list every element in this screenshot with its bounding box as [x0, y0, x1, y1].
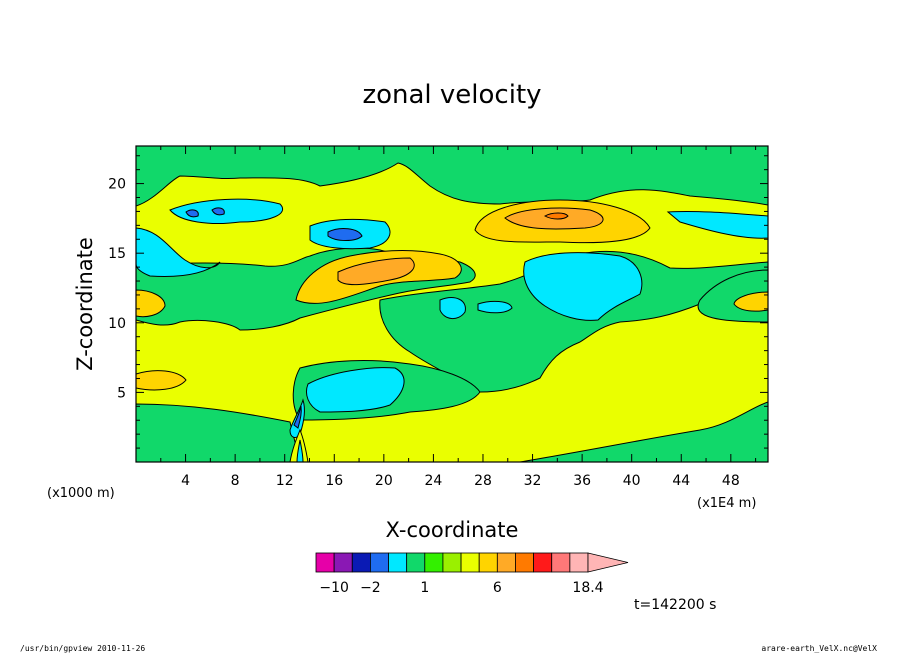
y-tick-label: 15 [108, 246, 126, 262]
colorbar-segment [442, 552, 462, 573]
x-tick-label: 8 [231, 473, 240, 489]
colorbar-segment [333, 552, 353, 573]
x-unit-label: (x1E4 m) [697, 496, 756, 511]
contour-band-red-core [543, 212, 569, 220]
contour-band-orange-lower-left [136, 370, 187, 391]
contour-band-cyan-upper-left [169, 198, 283, 224]
contour-band-cyan-left [136, 227, 221, 277]
colorbar-segment [351, 552, 371, 573]
contour-band-orange-edge [733, 291, 768, 312]
surface-cyan-column [296, 439, 304, 462]
colorbar-tick-label: 1 [420, 580, 429, 596]
colorbar-segment [515, 552, 535, 573]
colorbar-tick-label: 6 [493, 580, 502, 596]
x-tick-label: 40 [623, 473, 641, 489]
contour-band-green-top [136, 146, 768, 207]
contour-band-orange-left [136, 289, 166, 318]
y-ticks: 5 10 15 20 [108, 155, 768, 449]
x-tick-label: 32 [524, 473, 542, 489]
contour-band-cyan-tiny [477, 300, 513, 314]
contour-band-cyan-lower [306, 367, 405, 413]
x-axis-label: X-coordinate [386, 518, 519, 542]
contour-band-cyan-large [523, 252, 643, 321]
x-tick-label: 48 [722, 473, 740, 489]
time-annotation: t=142200 s [634, 597, 716, 613]
plot-area [136, 146, 768, 462]
x-tick-label: 28 [474, 473, 492, 489]
y-unit-label: (x1000 m) [47, 486, 115, 501]
contour-band-green-bottom-right [519, 401, 768, 462]
colorbar-segment [424, 552, 444, 573]
x-ticks: 4 8 12 16 20 24 28 32 36 40 44 48 [160, 146, 757, 489]
footer-right: arare-earth_VelX.nc@VelX [761, 644, 877, 653]
colorbar: −10 −2 1 6 18.4 [315, 552, 629, 596]
x-tick-label: 4 [181, 473, 190, 489]
contour-band-blue-core [327, 228, 363, 241]
x-tick-label: 44 [672, 473, 690, 489]
colorbar-tick-label: 18.4 [572, 580, 603, 596]
x-tick-label: 24 [424, 473, 442, 489]
colorbar-segment [315, 552, 335, 573]
colorbar-arrow [587, 552, 629, 573]
y-tick-label: 20 [108, 177, 126, 193]
y-axis-label: Z-coordinate [73, 237, 97, 371]
contour-band-cyan-right [666, 210, 768, 239]
colorbar-segment [533, 552, 553, 573]
colorbar-tick-label: −2 [360, 580, 381, 596]
y-tick-label: 10 [108, 316, 126, 332]
contour-band-cyan-small [439, 297, 466, 319]
colorbar-segment [406, 552, 426, 573]
colorbar-segment [478, 552, 498, 573]
colorbar-tick-label: −10 [319, 580, 349, 596]
surface-disturbance-core [293, 405, 302, 429]
colorbar-segment [388, 552, 408, 573]
chart-title: zonal velocity [362, 80, 541, 110]
x-tick-label: 16 [325, 473, 343, 489]
contour-band-blue-core-small [185, 209, 199, 218]
x-tick-label: 12 [276, 473, 294, 489]
colorbar-segment [551, 552, 571, 573]
contour-band-dark-orange-center [337, 257, 415, 286]
y-tick-label: 5 [117, 385, 126, 401]
plot-frame [135, 145, 769, 463]
colorbar-segment [460, 552, 480, 573]
colorbar-segment [569, 552, 589, 573]
footer-left: /usr/bin/gpview 2010-11-26 [20, 644, 145, 653]
contour-band-green-bottom [136, 403, 301, 462]
colorbar-segment [369, 552, 389, 573]
x-tick-label: 20 [375, 473, 393, 489]
x-tick-label: 36 [573, 473, 591, 489]
contour-band-blue-core-tiny [211, 207, 225, 216]
colorbar-segment [496, 552, 516, 573]
